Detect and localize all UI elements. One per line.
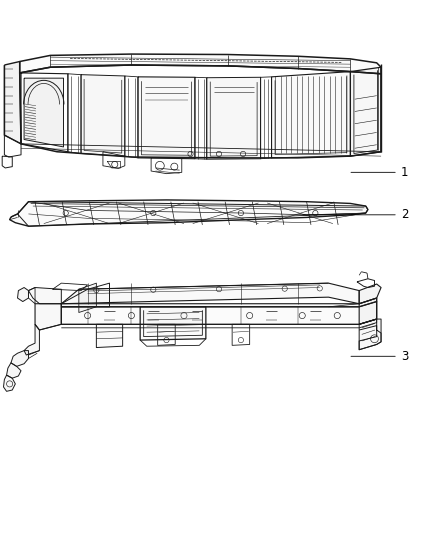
Polygon shape	[61, 302, 377, 324]
Polygon shape	[28, 287, 61, 304]
Polygon shape	[359, 319, 381, 350]
Polygon shape	[24, 324, 39, 355]
Polygon shape	[96, 324, 123, 348]
Polygon shape	[81, 75, 125, 156]
Polygon shape	[61, 298, 377, 307]
Polygon shape	[4, 61, 21, 144]
Polygon shape	[272, 71, 350, 158]
Polygon shape	[359, 298, 377, 324]
Polygon shape	[10, 200, 368, 226]
Text: 3: 3	[351, 350, 408, 363]
Text: 2: 2	[303, 208, 408, 221]
Polygon shape	[140, 307, 206, 340]
Polygon shape	[79, 283, 96, 312]
Polygon shape	[24, 78, 64, 147]
Polygon shape	[4, 375, 15, 391]
Polygon shape	[20, 54, 381, 74]
Polygon shape	[138, 77, 195, 159]
Polygon shape	[61, 283, 359, 304]
Polygon shape	[350, 67, 381, 156]
Polygon shape	[11, 351, 28, 366]
Polygon shape	[7, 363, 21, 378]
Polygon shape	[207, 77, 261, 159]
Text: 1: 1	[351, 166, 408, 179]
Polygon shape	[35, 304, 61, 330]
Polygon shape	[18, 287, 28, 302]
Polygon shape	[359, 284, 381, 304]
